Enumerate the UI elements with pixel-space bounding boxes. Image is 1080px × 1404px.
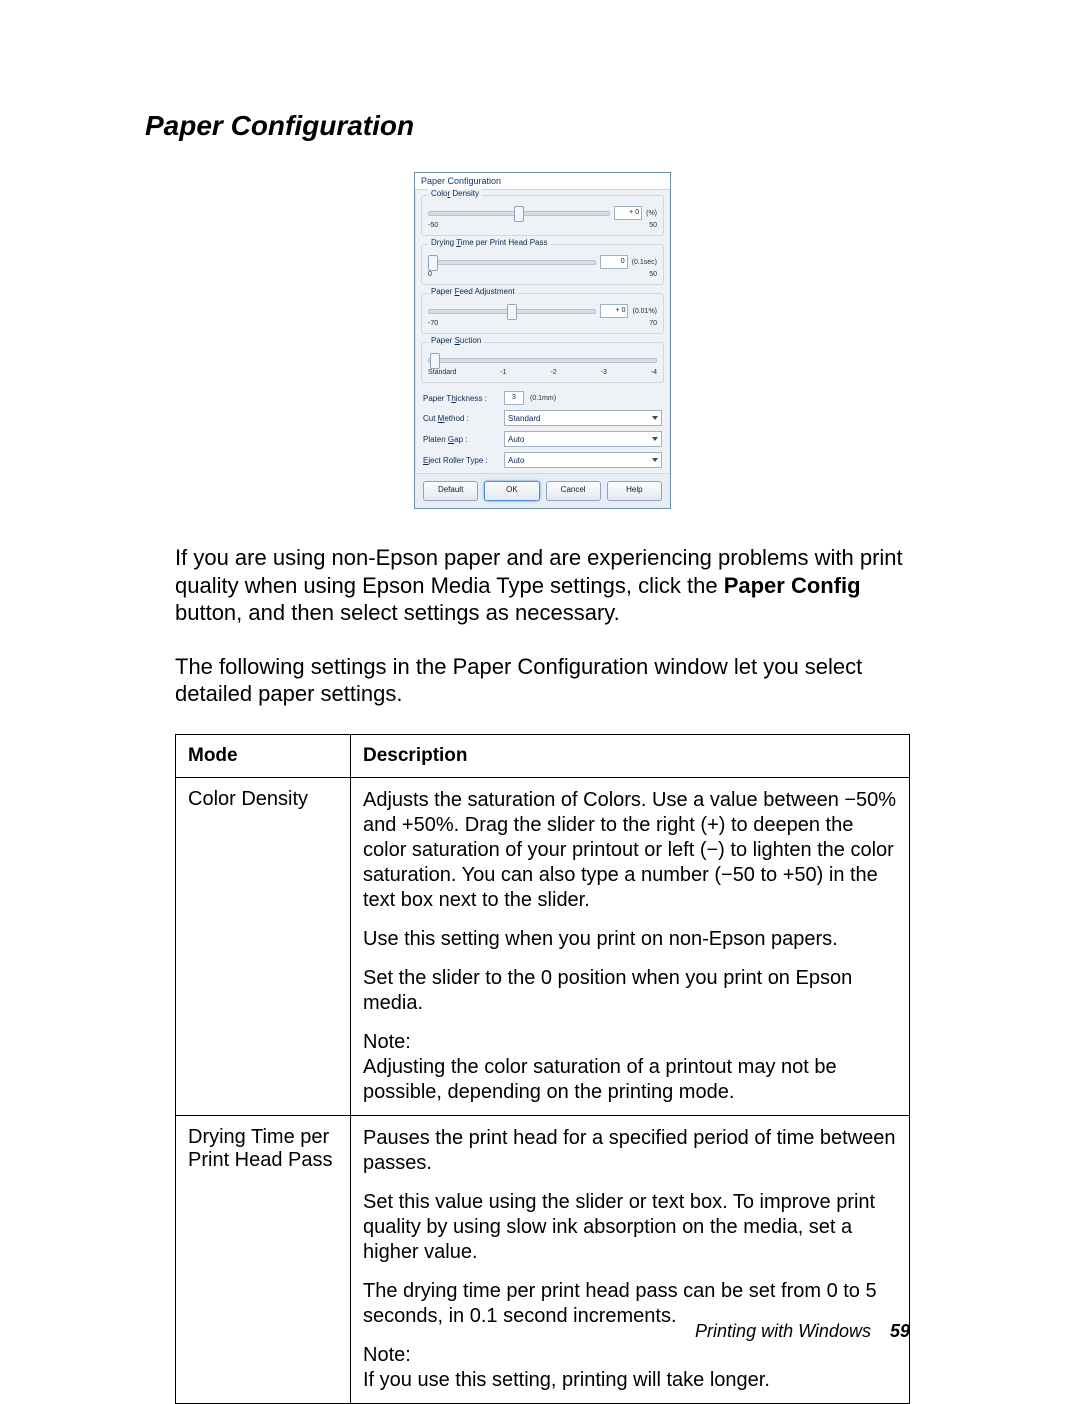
color-density-label: Color Density [428, 189, 482, 198]
suction-group: Paper Suction Standard -1 -2 -3 -4 [421, 342, 664, 383]
platen-gap-select[interactable]: Auto [504, 431, 662, 447]
platen-gap-value: Auto [508, 435, 524, 444]
desc-para: Set this value using the slider or text … [363, 1190, 897, 1265]
tick-4: -4 [651, 369, 657, 376]
tick-3: -3 [601, 369, 607, 376]
tick-min: -50 [428, 222, 438, 229]
desc-para: Use this setting when you print on non-E… [363, 927, 897, 952]
desc-para: Adjusts the saturation of Colors. Use a … [363, 788, 897, 913]
eject-roller-value: Auto [508, 456, 524, 465]
eject-roller-row: Eject Roller Type : Auto [423, 452, 662, 468]
table-row: Color Density Adjusts the saturation of … [176, 777, 910, 1115]
feed-adj-unit: (0.01%) [632, 308, 657, 315]
dialog-screenshot: Paper Configuration Color Density + 0 (%… [175, 172, 910, 509]
platen-gap-row: Platen Gap : Auto [423, 431, 662, 447]
desc-cell: Adjusts the saturation of Colors. Use a … [351, 777, 910, 1115]
tick-min: -70 [428, 320, 438, 327]
tick-max: 50 [649, 222, 657, 229]
page-footer: Printing with Windows 59 [695, 1321, 910, 1342]
tick-1: -1 [500, 369, 506, 376]
eject-roller-label: Eject Roller Type : [423, 456, 498, 465]
feed-adj-value[interactable]: + 0 [600, 304, 628, 318]
color-density-unit: (%) [646, 210, 657, 217]
chevron-down-icon [652, 437, 658, 441]
col-mode: Mode [176, 734, 351, 777]
cancel-button[interactable]: Cancel [546, 481, 601, 501]
desc-para: Note: If you use this setting, printing … [363, 1343, 897, 1393]
eject-roller-select[interactable]: Auto [504, 452, 662, 468]
drying-time-unit: (0.1sec) [632, 259, 657, 266]
drying-time-group: Drying Time per Print Head Pass 0 (0.1se… [421, 244, 664, 285]
ok-button[interactable]: OK [484, 481, 539, 501]
color-density-slider[interactable] [428, 206, 610, 220]
body-paragraph-1: If you are using non-Epson paper and are… [175, 544, 910, 627]
footer-page-number: 59 [890, 1321, 910, 1341]
mode-cell: Color Density [176, 777, 351, 1115]
col-desc: Description [351, 734, 910, 777]
desc-para: Note: Adjusting the color saturation of … [363, 1030, 897, 1105]
color-density-value[interactable]: + 0 [614, 206, 642, 220]
p1-b: button, and then select settings as nece… [175, 600, 620, 625]
default-button[interactable]: Default [423, 481, 478, 501]
suction-label: Paper Suction [428, 336, 484, 345]
tick-max: 50 [649, 271, 657, 278]
feed-adj-group: Paper Feed Adjustment + 0 (0.01%) -70 70 [421, 293, 664, 334]
suction-slider[interactable] [428, 353, 657, 367]
cut-method-select[interactable]: Standard [504, 410, 662, 426]
desc-cell: Pauses the print head for a specified pe… [351, 1115, 910, 1403]
tick-min: 0 [428, 271, 432, 278]
tick-std: Standard [428, 369, 456, 376]
paper-config-dialog: Paper Configuration Color Density + 0 (%… [414, 172, 671, 509]
section-title: Paper Configuration [145, 110, 910, 142]
footer-text: Printing with Windows [695, 1321, 871, 1341]
feed-adj-slider[interactable] [428, 304, 596, 318]
mode-cell: Drying Time per Print Head Pass [176, 1115, 351, 1403]
chevron-down-icon [652, 458, 658, 462]
thickness-label: Paper Thickness : [423, 394, 498, 403]
p1-bold: Paper Config [724, 573, 861, 598]
tick-2: -2 [550, 369, 556, 376]
cut-method-row: Cut Method : Standard [423, 410, 662, 426]
thickness-unit: (0.1mm) [530, 395, 556, 402]
chevron-down-icon [652, 416, 658, 420]
dialog-button-row: Default OK Cancel Help [415, 473, 670, 508]
dialog-title: Paper Configuration [415, 173, 670, 190]
drying-time-value[interactable]: 0 [600, 255, 628, 269]
desc-para: Pauses the print head for a specified pe… [363, 1126, 897, 1176]
body-paragraph-2: The following settings in the Paper Conf… [175, 653, 910, 708]
table-row: Drying Time per Print Head Pass Pauses t… [176, 1115, 910, 1403]
settings-table: Mode Description Color Density Adjusts t… [175, 734, 910, 1404]
thickness-input[interactable]: 3 [504, 391, 524, 405]
cut-method-value: Standard [508, 414, 540, 423]
drying-time-label: Drying Time per Print Head Pass [428, 238, 551, 247]
feed-adj-label: Paper Feed Adjustment [428, 287, 518, 296]
drying-time-slider[interactable] [428, 255, 596, 269]
platen-gap-label: Platen Gap : [423, 435, 498, 444]
thickness-row: Paper Thickness : 3 (0.1mm) [423, 391, 662, 405]
desc-para: Set the slider to the 0 position when yo… [363, 966, 897, 1016]
help-button[interactable]: Help [607, 481, 662, 501]
cut-method-label: Cut Method : [423, 414, 498, 423]
color-density-group: Color Density + 0 (%) -50 50 [421, 195, 664, 236]
tick-max: 70 [649, 320, 657, 327]
